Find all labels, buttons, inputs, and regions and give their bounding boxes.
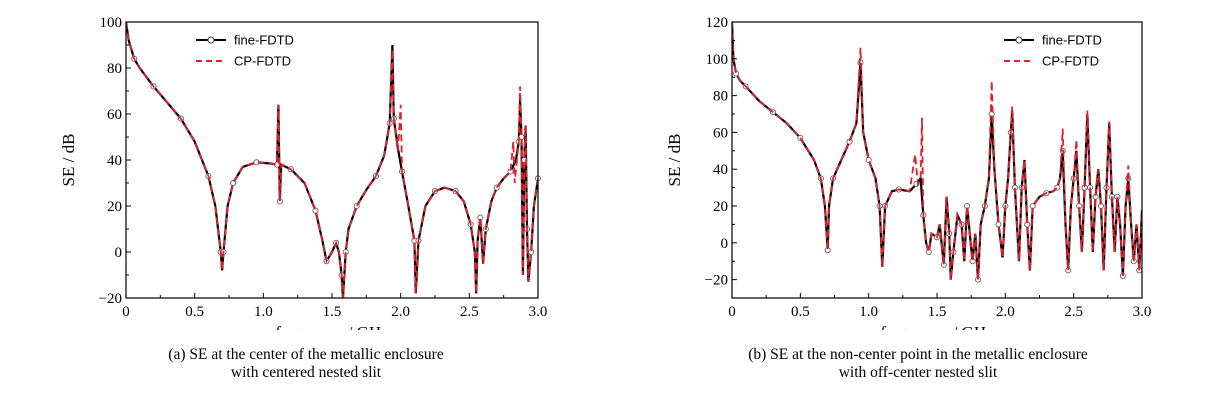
y-tick-label: 80 <box>713 89 728 105</box>
series-marker-fine-fdtd <box>995 221 1002 228</box>
y-tick-label: 20 <box>713 199 728 215</box>
y-tick-label: −20 <box>99 291 122 307</box>
caption-b-line1: (b) SE at the non-center point in the me… <box>748 346 1088 363</box>
x-tick-label: 2.0 <box>391 304 410 320</box>
legend-label-cp-fdtd: CP-FDTD <box>234 54 291 69</box>
y-tick-label: 40 <box>107 153 122 169</box>
y-tick-label: 60 <box>107 107 122 123</box>
x-tick-label: 0 <box>122 304 130 320</box>
legend-label-fine-fdtd: fine-FDTD <box>1042 33 1102 48</box>
chart-b-svg: 00.51.01.52.02.53.0−20020406080100120fre… <box>665 15 1152 330</box>
caption-b-line2: with off-center nested slit <box>838 364 998 381</box>
x-tick-label: 0.5 <box>791 304 810 320</box>
x-tick-label: 3.0 <box>529 304 548 320</box>
legend-marker <box>1015 36 1023 44</box>
y-tick-label: 60 <box>713 125 728 141</box>
legend-label-fine-fdtd: fine-FDTD <box>234 33 294 48</box>
chart-panel-b: 00.51.01.52.02.53.0−20020406080100120fre… <box>612 0 1224 410</box>
x-tick-label: 0 <box>728 304 736 320</box>
x-tick-label: 1.0 <box>254 304 273 320</box>
series-line-cp-fdtd <box>732 22 1142 280</box>
y-axis-title: SE / dB <box>665 134 684 187</box>
series-line-fine-fdtd <box>126 22 538 298</box>
x-tick-label: 1.5 <box>928 304 947 320</box>
chart-panel-a: 00.51.01.52.02.53.0−20020406080100freque… <box>59 15 548 381</box>
x-axis-title: frequency / GHz <box>275 323 389 330</box>
x-tick-label: 3.0 <box>1133 304 1152 320</box>
chart-a-svg: 00.51.01.52.02.53.0−20020406080100freque… <box>59 15 548 330</box>
caption-a-line1: (a) SE at the center of the metallic enc… <box>168 346 444 363</box>
y-tick-label: 0 <box>115 245 123 261</box>
y-tick-label: 100 <box>100 15 123 31</box>
y-tick-label: 0 <box>721 236 729 252</box>
legend-marker <box>207 36 215 44</box>
y-tick-label: 80 <box>107 61 122 77</box>
y-tick-label: 120 <box>706 15 729 31</box>
x-tick-label: 0.5 <box>185 304 204 320</box>
series-line-cp-fdtd <box>126 22 538 298</box>
y-tick-label: −20 <box>705 273 728 289</box>
x-tick-label: 2.5 <box>1064 304 1083 320</box>
legend-label-cp-fdtd: CP-FDTD <box>1042 54 1099 69</box>
x-tick-label: 1.0 <box>859 304 878 320</box>
y-tick-label: 100 <box>706 52 729 68</box>
y-axis-title: SE / dB <box>59 134 78 187</box>
y-tick-label: 20 <box>107 199 122 215</box>
x-tick-label: 2.5 <box>460 304 479 320</box>
x-tick-label: 1.5 <box>323 304 342 320</box>
caption-a-line2: with centered nested slit <box>230 364 382 381</box>
x-tick-label: 2.0 <box>996 304 1015 320</box>
x-axis-title: frequency / GHz <box>880 323 994 330</box>
y-tick-label: 40 <box>713 162 728 178</box>
